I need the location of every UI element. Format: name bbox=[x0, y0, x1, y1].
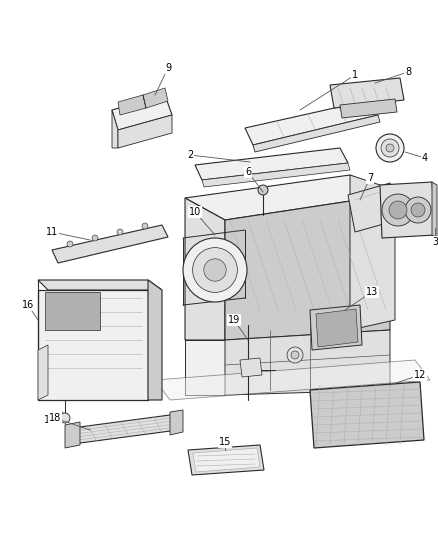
Polygon shape bbox=[350, 175, 395, 330]
Polygon shape bbox=[240, 358, 262, 377]
Text: 2: 2 bbox=[187, 150, 193, 160]
Polygon shape bbox=[330, 78, 404, 108]
Polygon shape bbox=[185, 198, 225, 340]
Polygon shape bbox=[310, 305, 362, 350]
Polygon shape bbox=[38, 345, 48, 400]
Circle shape bbox=[92, 235, 98, 241]
Polygon shape bbox=[185, 175, 390, 220]
Polygon shape bbox=[225, 330, 390, 395]
Polygon shape bbox=[112, 110, 118, 148]
Circle shape bbox=[258, 185, 268, 195]
Polygon shape bbox=[253, 115, 380, 152]
Circle shape bbox=[142, 223, 148, 229]
Polygon shape bbox=[245, 100, 378, 145]
Polygon shape bbox=[310, 382, 424, 448]
Circle shape bbox=[287, 347, 303, 363]
Polygon shape bbox=[155, 360, 430, 400]
Text: 19: 19 bbox=[228, 315, 240, 325]
Text: 3: 3 bbox=[432, 237, 438, 247]
Circle shape bbox=[376, 134, 404, 162]
Polygon shape bbox=[202, 163, 350, 187]
Polygon shape bbox=[185, 340, 225, 395]
Polygon shape bbox=[65, 422, 80, 448]
Text: 10: 10 bbox=[189, 207, 201, 217]
Text: 9: 9 bbox=[165, 63, 171, 73]
Polygon shape bbox=[118, 95, 146, 115]
Circle shape bbox=[381, 139, 399, 157]
Text: 8: 8 bbox=[405, 67, 411, 77]
Polygon shape bbox=[432, 182, 437, 238]
Polygon shape bbox=[225, 195, 390, 340]
Polygon shape bbox=[340, 99, 397, 118]
Circle shape bbox=[204, 259, 226, 281]
Text: 12: 12 bbox=[414, 370, 426, 380]
Text: 1: 1 bbox=[352, 70, 358, 80]
Circle shape bbox=[291, 351, 299, 359]
Circle shape bbox=[411, 203, 425, 217]
Polygon shape bbox=[143, 88, 168, 108]
Polygon shape bbox=[148, 280, 162, 400]
Polygon shape bbox=[195, 148, 348, 180]
Circle shape bbox=[386, 144, 394, 152]
Circle shape bbox=[193, 248, 237, 293]
Text: 13: 13 bbox=[366, 287, 378, 297]
Text: 16: 16 bbox=[22, 300, 34, 310]
Text: 4: 4 bbox=[422, 153, 428, 163]
Circle shape bbox=[382, 194, 414, 226]
Text: 18: 18 bbox=[49, 413, 61, 423]
Polygon shape bbox=[52, 225, 168, 263]
Text: 7: 7 bbox=[367, 173, 373, 183]
Polygon shape bbox=[72, 415, 178, 443]
Polygon shape bbox=[45, 292, 100, 330]
Polygon shape bbox=[316, 309, 358, 347]
Text: 17: 17 bbox=[44, 415, 56, 425]
Text: 11: 11 bbox=[46, 227, 58, 237]
Circle shape bbox=[389, 201, 407, 219]
Polygon shape bbox=[118, 115, 172, 148]
Text: 15: 15 bbox=[219, 437, 231, 447]
Polygon shape bbox=[38, 280, 162, 290]
Polygon shape bbox=[380, 182, 435, 238]
Circle shape bbox=[60, 413, 70, 423]
Circle shape bbox=[117, 229, 123, 235]
Polygon shape bbox=[112, 95, 172, 130]
Text: 6: 6 bbox=[245, 167, 251, 177]
Circle shape bbox=[67, 241, 73, 247]
Circle shape bbox=[183, 238, 247, 302]
Circle shape bbox=[405, 197, 431, 223]
Polygon shape bbox=[193, 448, 260, 472]
Polygon shape bbox=[38, 290, 148, 400]
Polygon shape bbox=[188, 445, 264, 475]
Polygon shape bbox=[170, 410, 183, 435]
Polygon shape bbox=[348, 183, 398, 232]
